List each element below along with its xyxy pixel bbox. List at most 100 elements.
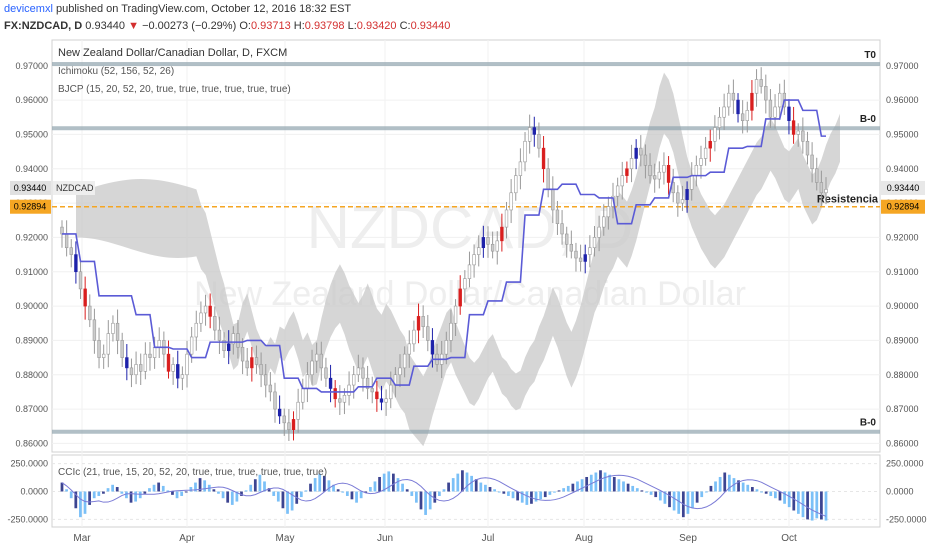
cci-bar (60, 482, 64, 492)
candle-body (606, 206, 611, 218)
month-label: Sep (679, 533, 697, 544)
cci-bar (566, 485, 570, 492)
candle-body (254, 357, 259, 365)
cci-bar (691, 491, 694, 509)
candle-body (208, 305, 212, 317)
candle-body (551, 189, 555, 211)
candle-body (796, 130, 800, 135)
candle-body (560, 223, 564, 235)
cci-bar (97, 491, 101, 496)
candle-body (305, 374, 310, 389)
horizontal-levels: T0 B-0 B-0 Resistencia (52, 50, 880, 434)
candle-body (750, 92, 754, 111)
candle-body (310, 360, 314, 376)
price-tick-left: 0.89000 (15, 335, 48, 345)
cci-axis[interactable]: 250.0000 250.0000 0.0000 0.0000 -250.0000 -25… (7, 459, 926, 525)
candle-body (778, 92, 782, 108)
level-line (52, 429, 880, 434)
legend-ichimoku[interactable]: Ichimoku (52, 156, 52, 26) (58, 66, 174, 77)
cci-bar (428, 491, 432, 510)
price-tick-right: 0.95000 (886, 129, 919, 139)
price-tick-left: 0.87000 (15, 404, 48, 414)
cci-bar (594, 472, 598, 492)
candle-body (69, 247, 73, 255)
cci-bar (69, 491, 73, 499)
cci-bar (603, 472, 607, 492)
resistance-badge-right (881, 199, 925, 214)
cci-bar (470, 475, 473, 492)
cci-bar (180, 491, 184, 496)
legend-bjcp[interactable]: BJCP (15, 20, 52, 20, true, true, true, … (58, 84, 291, 95)
time-axis[interactable]: Mar Apr May Jun Jul Aug Sep Oct (73, 533, 797, 544)
candle-body (546, 168, 550, 190)
cci-histogram (60, 470, 828, 521)
month-label: Oct (781, 533, 797, 544)
cci-tick-right: -250.0000 (886, 514, 927, 524)
month-label: May (276, 533, 295, 544)
candle-body (74, 254, 78, 273)
cci-bar (493, 489, 496, 492)
candle-body (166, 353, 171, 372)
cci-bar (345, 491, 349, 496)
cci-bar (520, 491, 524, 503)
candle-body (194, 322, 198, 338)
cci-bar (589, 474, 593, 492)
cci-signal-line (61, 474, 827, 517)
legend-ccic[interactable]: CCIc (21, true, 15, 20, 52, 20, true, tr… (58, 467, 327, 478)
cci-tick-left: 250.0000 (10, 459, 48, 469)
candle-body (78, 271, 83, 290)
cci-bar (189, 487, 193, 492)
candle-body (527, 127, 532, 142)
cci-bar (115, 487, 119, 492)
candle-body (213, 316, 217, 331)
author-link[interactable]: devicemxl (4, 3, 53, 15)
candle-body (486, 237, 490, 245)
cci-bar (456, 473, 460, 492)
price-tick-left: 0.91000 (15, 267, 48, 277)
candle-body (444, 340, 448, 355)
candle-body (398, 367, 402, 376)
cci-bar (778, 491, 782, 501)
candle-body (250, 357, 254, 369)
cci-bar (576, 481, 579, 492)
candle-body (287, 422, 291, 430)
cci-bar (368, 487, 372, 492)
candle-body (477, 247, 481, 255)
price-axis[interactable]: 0.97000 0.97000 0.96000 0.96000 0.95000 0.950… (10, 61, 925, 449)
cci-bar (230, 491, 234, 505)
cci-bar (645, 491, 648, 493)
candle-body (379, 398, 384, 403)
cci-bar (332, 484, 335, 492)
candle-body (347, 384, 351, 396)
open-label: O: (239, 20, 251, 32)
cci-bar (787, 491, 791, 508)
cci-bar (125, 491, 128, 499)
candle-body (324, 367, 328, 379)
candle-body (92, 319, 97, 341)
candle-body (662, 165, 666, 173)
candle-body (694, 165, 699, 176)
cci-bar (543, 491, 547, 498)
candle-body (328, 377, 333, 389)
candle-body (500, 226, 504, 242)
cci-bar (668, 491, 671, 508)
cci-bar (810, 491, 814, 521)
cci-bar (382, 473, 386, 492)
candle-body (819, 182, 824, 194)
candle-body (740, 113, 745, 121)
cci-bar (502, 491, 506, 494)
candle-body (787, 106, 791, 121)
watermark-name: New Zealand Dollar/Canadian Dollar (194, 275, 746, 313)
candle-body (426, 326, 430, 341)
candle-body (333, 388, 337, 400)
level-label: B-0 (860, 114, 877, 125)
candle-body (578, 257, 583, 262)
price-tick-right: 0.86000 (886, 438, 919, 448)
candle-body (231, 333, 236, 345)
candle-body (768, 99, 773, 118)
candle-body (602, 216, 606, 228)
cci-bar (709, 485, 713, 492)
candle-body (666, 165, 671, 183)
cci-bar (571, 483, 575, 492)
